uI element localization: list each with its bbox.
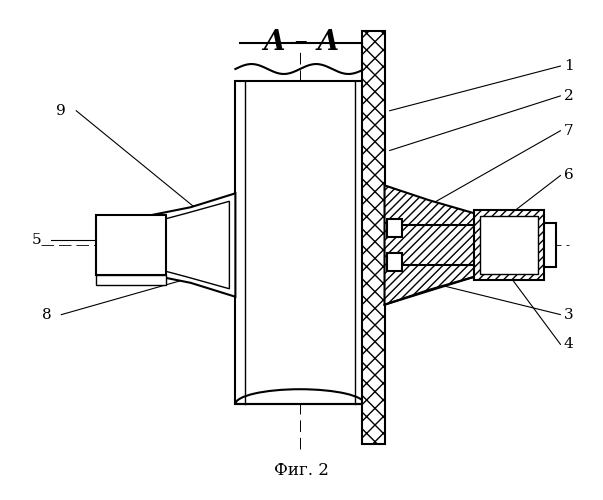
Text: 3: 3 xyxy=(564,308,573,322)
Text: 1: 1 xyxy=(564,59,573,73)
Text: Фиг. 2: Фиг. 2 xyxy=(274,462,329,478)
Bar xyxy=(362,31,385,444)
Text: 8: 8 xyxy=(42,308,51,322)
Bar xyxy=(387,219,402,237)
Polygon shape xyxy=(385,186,474,304)
Text: 5: 5 xyxy=(32,233,41,247)
Text: 7: 7 xyxy=(564,124,573,138)
Bar xyxy=(96,215,166,275)
Bar xyxy=(544,223,555,267)
Text: 9: 9 xyxy=(57,104,66,118)
Bar xyxy=(480,216,538,274)
Bar xyxy=(235,81,365,404)
Polygon shape xyxy=(157,202,229,289)
Bar xyxy=(96,275,166,285)
Text: A – A: A – A xyxy=(263,29,339,56)
Polygon shape xyxy=(151,194,235,296)
Bar xyxy=(387,253,402,271)
Text: 2: 2 xyxy=(564,89,573,103)
Text: 6: 6 xyxy=(564,168,573,182)
Text: 4: 4 xyxy=(564,338,573,351)
Bar xyxy=(474,210,544,280)
